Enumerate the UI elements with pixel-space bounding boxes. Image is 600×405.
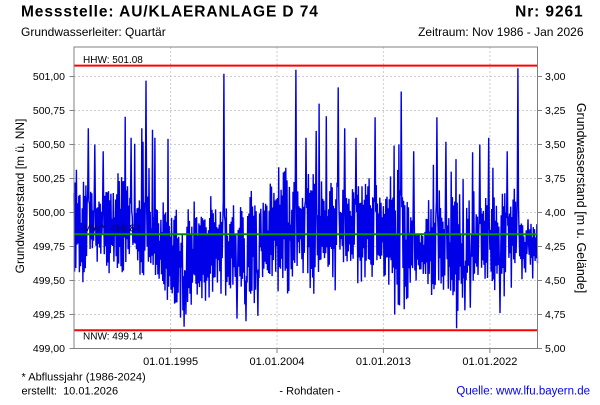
svg-text:4,50: 4,50 <box>545 275 566 287</box>
svg-text:4,00: 4,00 <box>545 207 566 219</box>
svg-text:501,00: 501,00 <box>33 71 65 83</box>
svg-text:NNW: 499.14: NNW: 499.14 <box>83 332 143 343</box>
svg-text:HHW: 501.08: HHW: 501.08 <box>83 55 143 66</box>
svg-text:Nr: 9261: Nr: 9261 <box>515 4 583 21</box>
svg-text:499,75: 499,75 <box>33 241 65 253</box>
svg-text:Messstelle: AU/KLAERANLAGE D 7: Messstelle: AU/KLAERANLAGE D 74 <box>21 4 319 21</box>
svg-text:Grundwasserstand [m u. Gelände: Grundwasserstand [m u. Gelände] <box>574 103 588 293</box>
svg-text:4,25: 4,25 <box>545 241 566 253</box>
svg-text:* Abflussjahr (1986-2024): * Abflussjahr (1986-2024) <box>22 372 146 384</box>
svg-text:01.01.2004: 01.01.2004 <box>249 356 304 368</box>
svg-text:- Rohdaten -: - Rohdaten - <box>279 386 340 398</box>
svg-text:499,25: 499,25 <box>33 309 65 321</box>
svg-text:499,50: 499,50 <box>33 275 65 287</box>
svg-text:01.01.2022: 01.01.2022 <box>462 356 517 368</box>
svg-text:3,25: 3,25 <box>545 105 566 117</box>
svg-text:3,50: 3,50 <box>545 139 566 151</box>
svg-text:MW*: 499.84: MW*: 499.84 <box>83 224 141 235</box>
svg-text:erstellt: 10.01.2026: erstellt: 10.01.2026 <box>22 386 119 398</box>
svg-text:500,00: 500,00 <box>33 207 65 219</box>
svg-text:500,50: 500,50 <box>33 139 65 151</box>
svg-text:01.01.1995: 01.01.1995 <box>143 356 198 368</box>
svg-text:3,75: 3,75 <box>545 173 566 185</box>
svg-text:Zeitraum: Nov 1986 - Jan 2026: Zeitraum: Nov 1986 - Jan 2026 <box>418 25 584 39</box>
svg-text:3,00: 3,00 <box>545 71 566 83</box>
svg-text:Quelle: www.lfu.bayern.de: Quelle: www.lfu.bayern.de <box>456 386 590 398</box>
svg-text:500,25: 500,25 <box>33 173 65 185</box>
svg-text:01.01.2013: 01.01.2013 <box>356 356 411 368</box>
svg-text:500,75: 500,75 <box>33 105 65 117</box>
svg-text:499,00: 499,00 <box>33 343 65 355</box>
svg-text:4,75: 4,75 <box>545 309 566 321</box>
svg-text:Grundwasserstand [m ü. NN]: Grundwasserstand [m ü. NN] <box>13 119 27 274</box>
svg-text:Grundwasserleiter: Quartär: Grundwasserleiter: Quartär <box>21 25 166 39</box>
svg-text:5,00: 5,00 <box>545 343 566 355</box>
